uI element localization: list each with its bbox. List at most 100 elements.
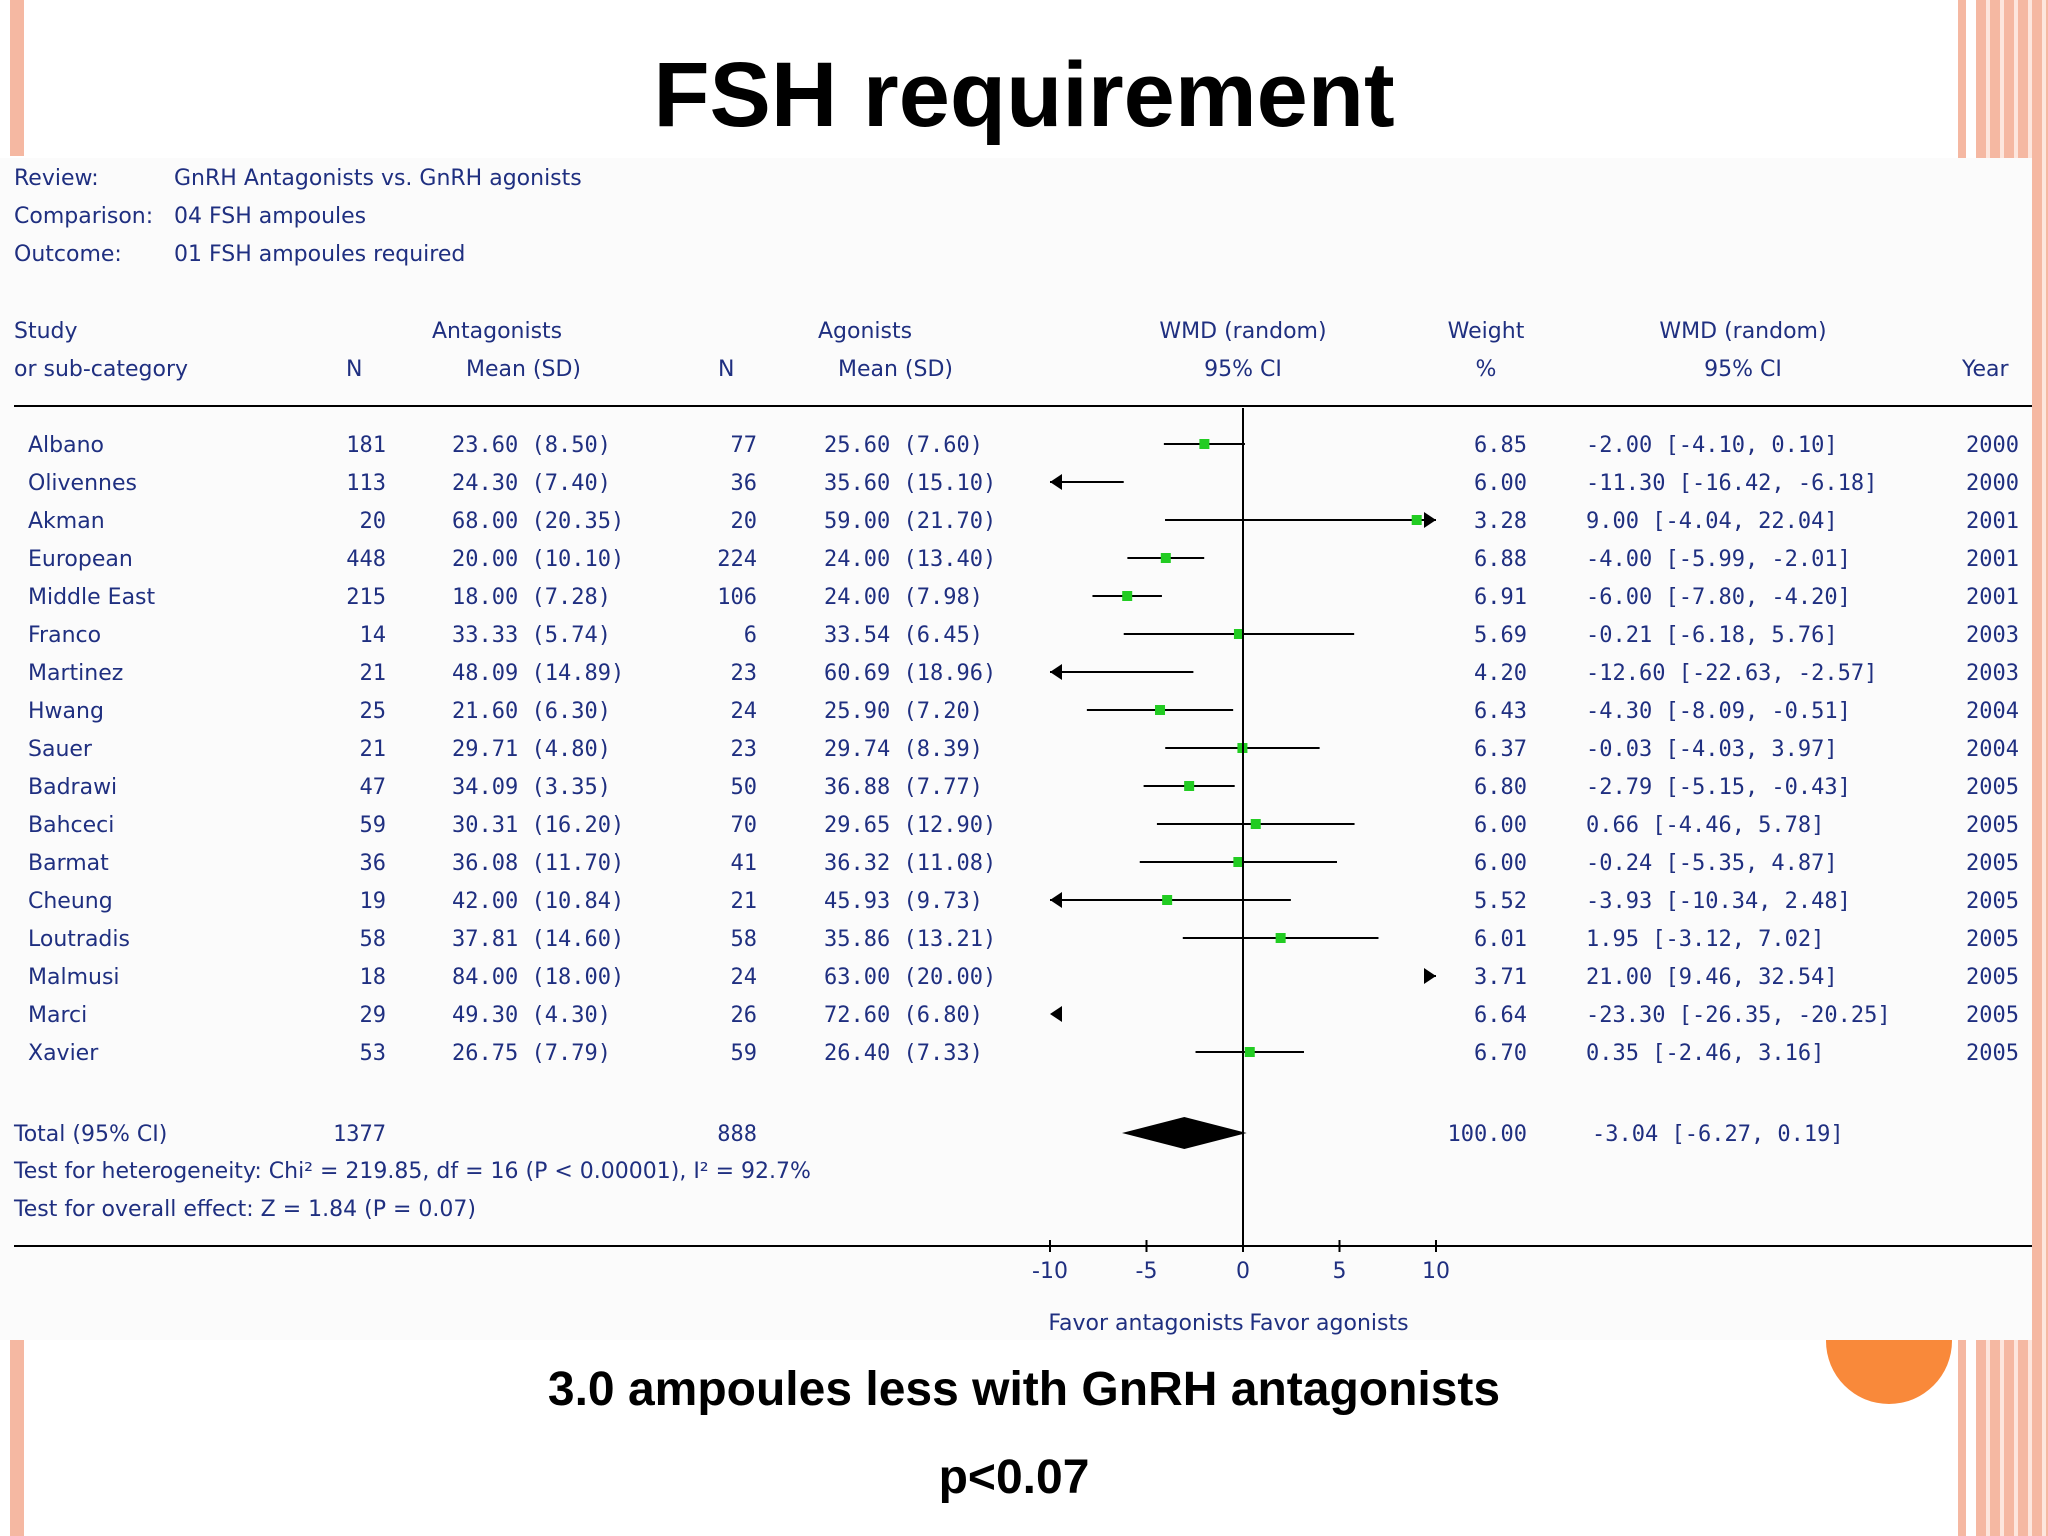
ci-text: 21.00 [9.46, 32.54] <box>1586 965 1838 990</box>
favor-agonists-label: Favor agonists <box>1249 1311 1408 1336</box>
ci-text: -6.00 [-7.80, -4.20] <box>1586 585 1851 610</box>
header-mean-antagonists: Mean (SD) <box>466 357 581 382</box>
n-agonists: 58 <box>731 927 758 952</box>
header-antagonists: Antagonists <box>432 319 562 344</box>
n-antagonists: 14 <box>360 623 387 648</box>
n-antagonists: 47 <box>360 775 387 800</box>
weight-value: 6.00 <box>1474 851 1527 876</box>
n-agonists: 26 <box>731 1003 758 1028</box>
slide-title: FSH requirement <box>653 44 1395 146</box>
ci-text: -0.03 [-4.03, 3.97] <box>1586 737 1838 762</box>
study-name: Xavier <box>28 1041 99 1066</box>
mean-sd-antagonists: 24.30 (7.40) <box>452 471 611 496</box>
mean-sd-agonists: 33.54 (6.45) <box>824 623 983 648</box>
ci-text: -4.00 [-5.99, -2.01] <box>1586 547 1851 572</box>
study-name: Marci <box>28 1003 87 1028</box>
n-agonists: 24 <box>731 699 758 724</box>
meta-label: Review: <box>14 166 99 191</box>
header-wmd-text: WMD (random) <box>1659 319 1826 344</box>
mean-sd-antagonists: 37.81 (14.60) <box>452 927 624 952</box>
weight-value: 6.00 <box>1474 471 1527 496</box>
pooled-diamond <box>1121 1117 1247 1149</box>
mean-sd-antagonists: 26.75 (7.79) <box>452 1041 611 1066</box>
meta-value: GnRH Antagonists vs. GnRH agonists <box>174 166 582 191</box>
mean-sd-antagonists: 42.00 (10.84) <box>452 889 624 914</box>
year-value: 2005 <box>1966 775 2019 800</box>
n-antagonists: 18 <box>360 965 387 990</box>
year-value: 2000 <box>1966 471 2019 496</box>
year-value: 2005 <box>1966 889 2019 914</box>
n-agonists: 70 <box>731 813 758 838</box>
point-estimate <box>1250 819 1261 829</box>
mean-sd-antagonists: 49.30 (4.30) <box>452 1003 611 1028</box>
point-estimate <box>1199 439 1210 449</box>
study-rows: Albano 181 23.60 (8.50) 77 25.60 (7.60) 6.85 -… <box>28 433 2019 1066</box>
weight-value: 6.91 <box>1474 585 1527 610</box>
mean-sd-antagonists: 20.00 (10.10) <box>452 547 624 572</box>
ci-text: -12.60 [-22.63, -2.57] <box>1586 661 1877 686</box>
year-value: 2005 <box>1966 965 2019 990</box>
plot-area: -10 -5 0 5 10 <box>1032 408 1450 1284</box>
mean-sd-antagonists: 33.33 (5.74) <box>452 623 611 648</box>
n-agonists: 23 <box>731 661 758 686</box>
n-agonists: 77 <box>731 433 758 458</box>
overall-effect-test: Test for overall effect: Z = 1.84 (P = 0… <box>13 1197 476 1222</box>
year-value: 2005 <box>1966 1003 2019 1028</box>
weight-value: 3.28 <box>1474 509 1527 534</box>
p-value-text: p<0.07 <box>938 1451 1090 1504</box>
weight-value: 6.88 <box>1474 547 1527 572</box>
ci-text: -23.30 [-26.35, -20.25] <box>1586 1003 1891 1028</box>
n-agonists: 6 <box>744 623 757 648</box>
study-name: Malmusi <box>28 965 120 990</box>
ci-arrow-left <box>1050 474 1062 490</box>
ci-text: -4.30 [-8.09, -0.51] <box>1586 699 1851 724</box>
header-sub-category: or sub-category <box>14 357 188 382</box>
ci-text: -3.93 [-10.34, 2.48] <box>1586 889 1851 914</box>
meta-value: 04 FSH ampoules <box>174 204 366 229</box>
ci-text: 1.95 [-3.12, 7.02] <box>1586 927 1824 952</box>
point-estimate <box>1411 515 1422 525</box>
study-name: Akman <box>28 509 105 534</box>
forest-plot: Review: GnRH Antagonists vs. GnRH agonis… <box>0 158 2032 1340</box>
mean-sd-agonists: 25.90 (7.20) <box>824 699 983 724</box>
n-agonists: 36 <box>731 471 758 496</box>
mean-sd-antagonists: 18.00 (7.28) <box>452 585 611 610</box>
header-year: Year <box>1961 357 2010 382</box>
n-antagonists: 59 <box>360 813 387 838</box>
ci-arrow-left <box>1050 892 1062 908</box>
study-name: Hwang <box>28 699 104 724</box>
mean-sd-agonists: 25.60 (7.60) <box>824 433 983 458</box>
study-name: Middle East <box>28 585 156 610</box>
mean-sd-agonists: 24.00 (7.98) <box>824 585 983 610</box>
n-antagonists: 20 <box>360 509 387 534</box>
study-name: Olivennes <box>28 471 137 496</box>
study-name: European <box>28 547 133 572</box>
weight-value: 6.80 <box>1474 775 1527 800</box>
header-wmd-plot: WMD (random) <box>1159 319 1326 344</box>
n-agonists: 59 <box>731 1041 758 1066</box>
weight-value: 6.00 <box>1474 813 1527 838</box>
mean-sd-agonists: 36.32 (11.08) <box>824 851 996 876</box>
mean-sd-antagonists: 23.60 (8.50) <box>452 433 611 458</box>
n-antagonists: 29 <box>360 1003 387 1028</box>
point-estimate <box>1184 781 1195 791</box>
header-study: Study <box>14 319 78 344</box>
mean-sd-agonists: 45.93 (9.73) <box>824 889 983 914</box>
header-n-antagonists: N <box>346 357 362 382</box>
header-mean-agonists: Mean (SD) <box>838 357 953 382</box>
year-value: 2003 <box>1966 661 2019 686</box>
n-antagonists: 21 <box>360 661 387 686</box>
mean-sd-agonists: 29.74 (8.39) <box>824 737 983 762</box>
n-antagonists: 36 <box>360 851 387 876</box>
weight-value: 6.37 <box>1474 737 1527 762</box>
header-wmd-plot-ci: 95% CI <box>1204 357 1282 382</box>
header-weight-unit: % <box>1476 357 1497 382</box>
ci-arrow-left <box>1050 664 1062 680</box>
ci-arrow-right <box>1424 968 1436 984</box>
study-name: Cheung <box>28 889 113 914</box>
n-antagonists: 215 <box>346 585 386 610</box>
ci-arrow-left <box>1050 1006 1062 1022</box>
ci-text: -2.00 [-4.10, 0.10] <box>1586 433 1838 458</box>
year-value: 2000 <box>1966 433 2019 458</box>
header-weight: Weight <box>1448 319 1525 344</box>
